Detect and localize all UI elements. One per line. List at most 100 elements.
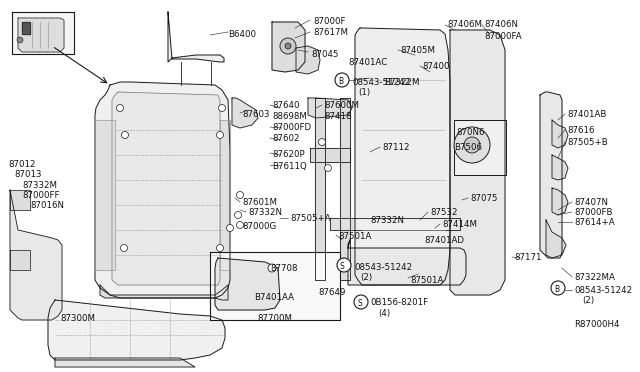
- Text: 87000F: 87000F: [313, 17, 346, 26]
- Circle shape: [218, 105, 225, 112]
- Polygon shape: [10, 250, 30, 270]
- Text: 87000FF: 87000FF: [22, 191, 60, 200]
- Text: (4): (4): [378, 309, 390, 318]
- Text: 08543-51242: 08543-51242: [354, 263, 412, 272]
- Polygon shape: [310, 148, 350, 162]
- Circle shape: [116, 105, 124, 112]
- Text: 87640: 87640: [272, 101, 300, 110]
- Circle shape: [237, 221, 243, 228]
- Text: 87501A: 87501A: [410, 276, 444, 285]
- Text: 87532: 87532: [430, 208, 458, 217]
- Text: B7322M: B7322M: [384, 78, 419, 87]
- Text: (2): (2): [582, 296, 594, 305]
- Text: 87603: 87603: [242, 110, 269, 119]
- Polygon shape: [112, 92, 220, 285]
- Circle shape: [464, 137, 480, 153]
- Text: 87418: 87418: [324, 112, 351, 121]
- Text: S: S: [357, 299, 362, 308]
- Text: 87000FA: 87000FA: [484, 32, 522, 41]
- Circle shape: [285, 43, 291, 49]
- Text: 87400: 87400: [422, 62, 449, 71]
- Polygon shape: [552, 155, 568, 180]
- Text: B: B: [338, 77, 343, 86]
- Polygon shape: [546, 220, 566, 258]
- Circle shape: [227, 224, 234, 231]
- Polygon shape: [355, 28, 450, 285]
- Circle shape: [122, 131, 129, 138]
- Circle shape: [216, 131, 223, 138]
- Polygon shape: [454, 120, 506, 175]
- Text: B7401AA: B7401AA: [254, 293, 294, 302]
- Text: 87016N: 87016N: [30, 201, 64, 210]
- Text: 87405M: 87405M: [400, 46, 435, 55]
- Polygon shape: [210, 252, 340, 320]
- Circle shape: [280, 38, 296, 54]
- Circle shape: [319, 138, 326, 145]
- Polygon shape: [552, 188, 568, 215]
- Text: 87620P: 87620P: [272, 150, 305, 159]
- Text: 87401AB: 87401AB: [567, 110, 606, 119]
- Polygon shape: [10, 190, 62, 320]
- Polygon shape: [330, 218, 460, 230]
- Text: 87614+A: 87614+A: [574, 218, 614, 227]
- Text: 87075: 87075: [470, 194, 497, 203]
- Polygon shape: [340, 98, 350, 280]
- Text: 87332N: 87332N: [248, 208, 282, 217]
- Polygon shape: [315, 98, 325, 280]
- Text: 87501A: 87501A: [338, 232, 371, 241]
- Text: 87012: 87012: [8, 160, 35, 169]
- Text: 08543-51242: 08543-51242: [574, 286, 632, 295]
- Circle shape: [454, 127, 490, 163]
- Polygon shape: [55, 358, 195, 367]
- Text: R87000H4: R87000H4: [574, 320, 620, 329]
- Polygon shape: [552, 120, 568, 148]
- Polygon shape: [220, 120, 230, 270]
- Polygon shape: [308, 98, 352, 118]
- Text: 87000G: 87000G: [242, 222, 276, 231]
- Text: 87332M: 87332M: [22, 181, 57, 190]
- Text: 87407N: 87407N: [574, 198, 608, 207]
- Circle shape: [17, 37, 23, 43]
- Polygon shape: [540, 92, 562, 258]
- Text: 87112: 87112: [382, 143, 410, 152]
- Text: 87000FD: 87000FD: [272, 123, 311, 132]
- Circle shape: [120, 244, 127, 251]
- Text: 08543-51242: 08543-51242: [352, 78, 410, 87]
- Text: 87401AC: 87401AC: [348, 58, 387, 67]
- Text: B: B: [554, 285, 559, 294]
- Text: 87300M: 87300M: [60, 314, 95, 323]
- Polygon shape: [232, 98, 258, 128]
- Text: 87708: 87708: [270, 264, 298, 273]
- Text: B6400: B6400: [228, 30, 256, 39]
- Text: B7611Q: B7611Q: [272, 162, 307, 171]
- Polygon shape: [215, 258, 280, 310]
- Circle shape: [324, 164, 332, 171]
- Polygon shape: [272, 22, 305, 72]
- Text: 87505+B: 87505+B: [567, 138, 608, 147]
- Text: (2): (2): [360, 273, 372, 282]
- Text: 87700M: 87700M: [257, 314, 292, 323]
- Text: 870N6: 870N6: [456, 128, 484, 137]
- Text: 87601M: 87601M: [242, 198, 277, 207]
- Text: 87406N: 87406N: [484, 20, 518, 29]
- Polygon shape: [168, 12, 224, 62]
- Polygon shape: [296, 46, 320, 74]
- Text: 87406M: 87406M: [447, 20, 482, 29]
- Text: (1): (1): [358, 88, 370, 97]
- Text: 87617M: 87617M: [313, 28, 348, 37]
- Circle shape: [337, 258, 351, 272]
- Text: 87414M: 87414M: [442, 220, 477, 229]
- Text: 87401AD: 87401AD: [424, 236, 464, 245]
- Text: 88698M: 88698M: [272, 112, 307, 121]
- Circle shape: [354, 295, 368, 309]
- Text: 87000FB: 87000FB: [574, 208, 612, 217]
- Text: 87649: 87649: [318, 288, 346, 297]
- Text: B7506: B7506: [454, 143, 482, 152]
- Circle shape: [234, 212, 241, 218]
- Polygon shape: [18, 18, 64, 52]
- Text: 87616: 87616: [567, 126, 595, 135]
- Text: 87505+A: 87505+A: [290, 214, 331, 223]
- Polygon shape: [100, 285, 228, 300]
- Polygon shape: [95, 120, 115, 270]
- Polygon shape: [48, 300, 225, 360]
